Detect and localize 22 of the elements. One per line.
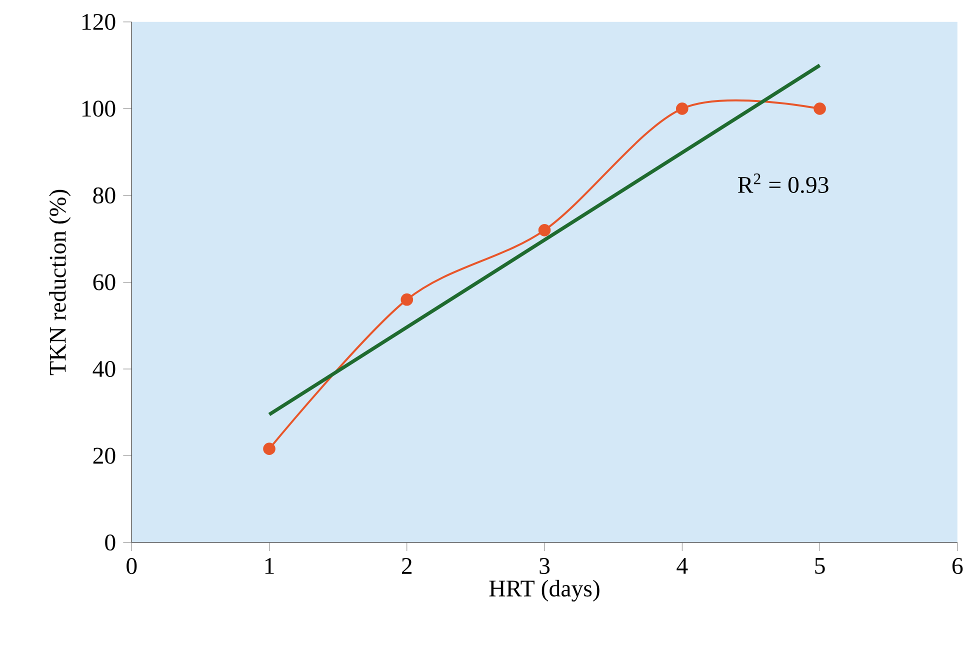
- x-tick-label: 0: [126, 558, 137, 574]
- x-tick-label: 2: [402, 558, 412, 574]
- x-tick-label: 5: [815, 558, 825, 574]
- y-tick-label: 120: [82, 14, 116, 30]
- point: [263, 442, 276, 455]
- y-tick-label: 80: [93, 187, 116, 204]
- x-axis-title: HRT (days): [489, 580, 600, 602]
- y-tick-label: 40: [92, 360, 116, 377]
- point: [538, 224, 551, 236]
- annotation: R$^{2}$ = 0.93: [738, 173, 828, 193]
- x-tick-label: 3: [540, 558, 550, 574]
- y-tick-label: 60: [93, 274, 116, 290]
- point: [676, 102, 688, 115]
- y-tick-label: 0: [105, 534, 116, 550]
- point: [814, 102, 826, 115]
- x-tick-label: 4: [676, 558, 688, 574]
- y-tick-label: 100: [82, 100, 116, 117]
- point: [400, 293, 414, 306]
- x-tick-label: 1: [265, 558, 274, 574]
- y-tick-label: 20: [93, 448, 116, 464]
- x-tick-label: 6: [952, 558, 963, 574]
- y-axis-title: TKN reduction (%): [49, 190, 71, 376]
